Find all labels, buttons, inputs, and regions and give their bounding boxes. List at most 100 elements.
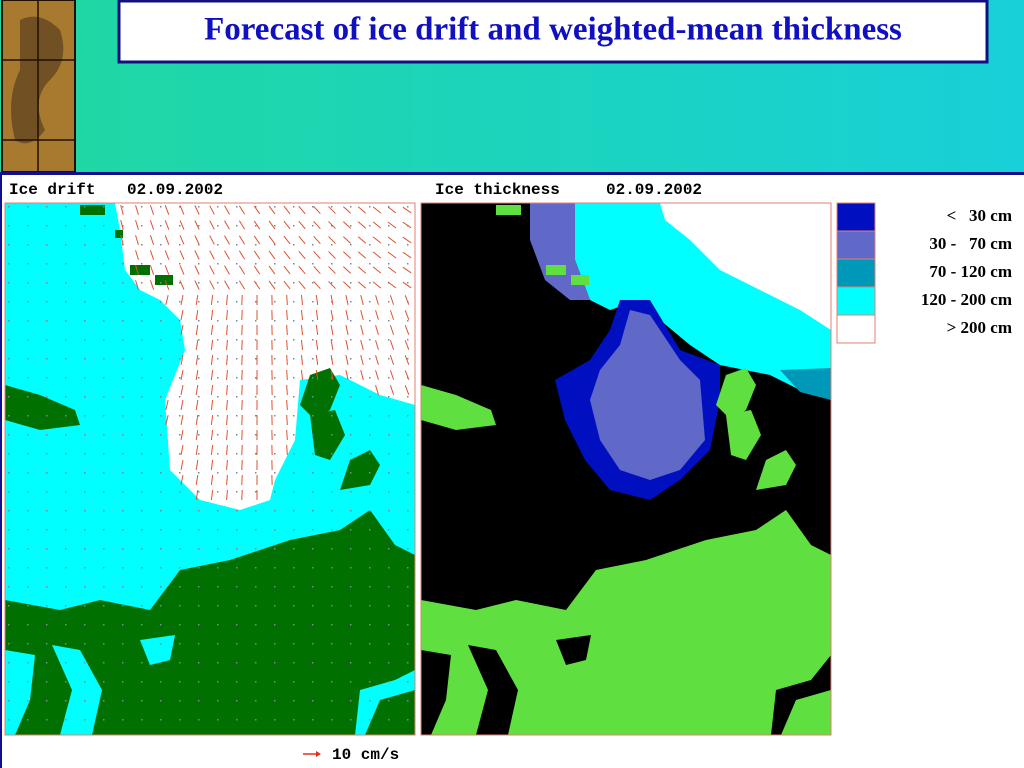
drift-arrow — [328, 206, 336, 214]
drift-arrow — [389, 325, 395, 335]
drift-arrow — [286, 444, 288, 456]
drift-arrow — [330, 294, 334, 306]
drift-arrow — [195, 489, 199, 501]
drift-arrow — [357, 221, 367, 229]
drift-arrow — [313, 265, 321, 275]
divider — [0, 172, 1024, 175]
title-box — [117, 0, 989, 64]
legend-swatch — [836, 314, 876, 344]
drift-arrow — [209, 205, 215, 215]
drift-arrow — [149, 265, 155, 275]
legend-swatch — [836, 286, 876, 316]
drift-arrow — [238, 250, 246, 260]
drift-arrow — [300, 324, 304, 336]
drift-arrow — [298, 220, 306, 230]
legend-label: > 200 cm — [947, 318, 1012, 337]
drift-arrow — [286, 294, 288, 306]
drift-arrow — [330, 324, 334, 336]
drift-arrow — [135, 280, 139, 290]
drift-arrow — [372, 221, 382, 229]
drift-arrow — [135, 235, 139, 245]
drift-arrow — [402, 206, 412, 214]
drift-arrow — [375, 340, 379, 350]
drift-arrow — [165, 400, 169, 410]
drift-arrow — [210, 354, 214, 366]
drift-arrow — [180, 444, 184, 456]
drift-arrow — [195, 474, 199, 486]
drift-arrow — [343, 251, 351, 259]
drift-arrow — [165, 415, 169, 425]
drift-arrow — [149, 235, 155, 245]
drift-arrow — [298, 265, 306, 275]
drift-arrow — [360, 370, 364, 380]
drift-arrow — [298, 235, 306, 245]
drift-arrow — [283, 265, 291, 275]
drift-arrow — [210, 324, 214, 336]
drift-arrow — [253, 235, 261, 245]
drift-arrow — [180, 309, 184, 321]
drift-arrow — [330, 354, 334, 366]
drift-arrow — [375, 295, 379, 305]
drift-arrow — [209, 235, 215, 245]
drift-arrow — [283, 250, 291, 260]
drift-arrow — [180, 369, 184, 381]
drift-arrow — [210, 309, 214, 321]
drift-arrow — [120, 220, 124, 230]
drift-arrow — [135, 250, 139, 260]
drift-arrow — [164, 220, 170, 230]
legend-swatch — [836, 202, 876, 232]
drift-arrow — [180, 429, 184, 441]
drift-arrow — [180, 474, 184, 486]
drift-arrow — [357, 251, 367, 259]
drift-arrow — [328, 221, 336, 229]
drift-arrow — [300, 339, 304, 351]
drift-arrow — [283, 205, 291, 215]
drift-arrow — [165, 295, 169, 305]
drift-map — [5, 203, 415, 735]
drift-arrow — [149, 205, 155, 215]
drift-arrow — [360, 325, 364, 335]
drift-arrow — [238, 280, 246, 290]
drift-arrow — [253, 265, 261, 275]
drift-arrow — [328, 236, 336, 244]
drift-arrow — [286, 309, 288, 321]
drift-arrow — [283, 220, 291, 230]
drift-arrow — [343, 221, 351, 229]
drift-arrow — [226, 474, 228, 486]
drift-arrow — [268, 250, 276, 260]
drift-arrow — [195, 309, 199, 321]
drift-arrow — [375, 325, 379, 335]
drift-arrow — [210, 399, 214, 411]
drift-arrow — [180, 399, 184, 411]
drift-arrow — [179, 280, 185, 290]
drift-arrow — [387, 281, 397, 289]
drift-arrow — [404, 370, 410, 380]
drift-arrow — [179, 250, 185, 260]
drift-arrow — [345, 310, 349, 320]
drift-arrow — [210, 294, 214, 306]
drift-arrow — [179, 265, 185, 275]
drift-arrow — [404, 325, 410, 335]
drift-arrow — [180, 354, 184, 366]
drift-arrow — [268, 235, 276, 245]
drift-arrow — [195, 399, 199, 411]
drift-arrow — [343, 206, 351, 214]
drift-arrow — [194, 235, 200, 245]
drift-arrow — [315, 324, 319, 336]
drift-arrow — [328, 266, 336, 274]
drift-arrow — [402, 221, 412, 229]
drift-arrow — [402, 266, 412, 274]
drift-arrow — [404, 385, 410, 395]
legend-label: < 30 cm — [947, 206, 1012, 225]
drift-arrow — [298, 280, 306, 290]
drift-arrow — [375, 385, 379, 395]
drift-arrow — [283, 280, 291, 290]
drift-arrow — [224, 220, 230, 230]
drift-arrow — [210, 339, 214, 351]
drift-arrow — [120, 235, 124, 245]
drift-arrow — [298, 205, 306, 215]
drift-arrow — [194, 280, 200, 290]
drift-arrow — [389, 385, 395, 395]
drift-arrow — [180, 459, 184, 471]
drift-arrow — [286, 369, 288, 381]
